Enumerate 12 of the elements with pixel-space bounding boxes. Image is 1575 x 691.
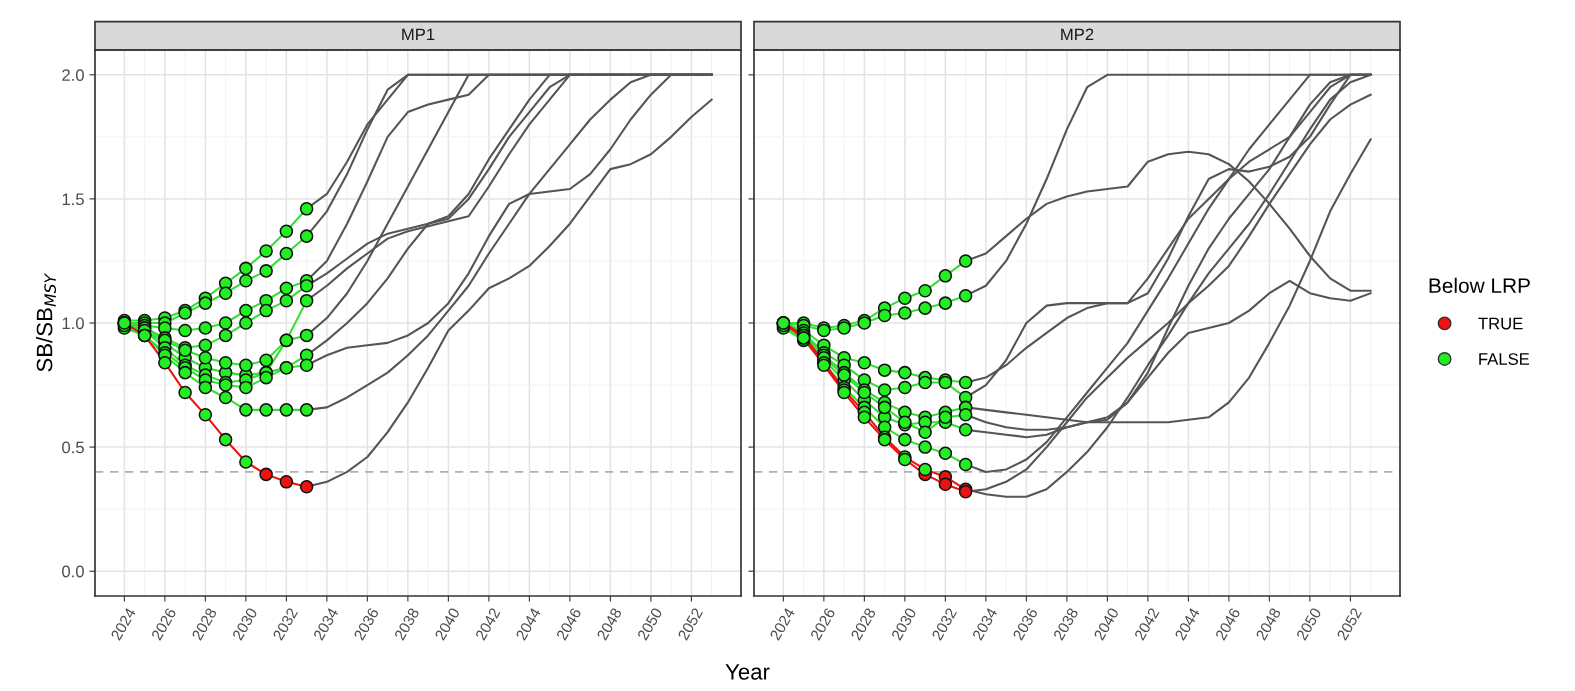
x-axis-title: Year xyxy=(725,664,770,680)
chart-title: MP2 xyxy=(1061,28,1094,41)
legend-label: FALSE xyxy=(1479,353,1530,365)
y-tick-label: 0.5 xyxy=(62,441,84,454)
legend-label: TRUE xyxy=(1478,317,1523,330)
legend-title: Below LRP xyxy=(1429,277,1530,294)
y-tick-label: 1.5 xyxy=(62,193,84,206)
y-tick-label: 2.0 xyxy=(62,69,84,82)
chart-title: MP1 xyxy=(402,28,435,41)
y-tick-label: 0.0 xyxy=(62,565,84,578)
y-axis-title: SB/SB$_{MSY}$ xyxy=(36,273,57,372)
y-tick-label: 1.0 xyxy=(62,317,84,330)
